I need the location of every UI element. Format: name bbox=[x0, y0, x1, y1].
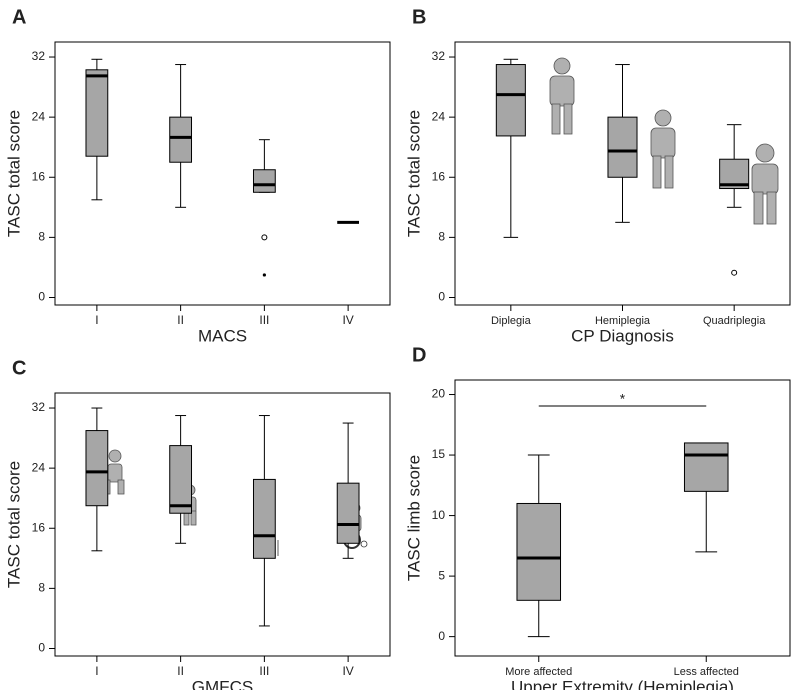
x-tick-label: I bbox=[95, 313, 98, 327]
box bbox=[169, 445, 193, 514]
y-tick-label: 32 bbox=[432, 49, 446, 63]
box bbox=[683, 442, 729, 492]
panel-label: B bbox=[412, 6, 426, 28]
y-tick-label: 0 bbox=[38, 641, 45, 655]
outlier bbox=[731, 269, 738, 276]
panel-label: C bbox=[12, 357, 26, 379]
x-tick-label: I bbox=[95, 664, 98, 678]
panel-label: A bbox=[12, 6, 26, 28]
x-axis-title: MACS bbox=[198, 326, 247, 345]
plot-frame bbox=[54, 41, 391, 306]
box bbox=[607, 116, 638, 178]
x-axis-title: CP Diagnosis bbox=[571, 326, 674, 345]
y-axis-title: TASC total score bbox=[4, 461, 23, 588]
y-tick-label: 10 bbox=[432, 508, 446, 522]
y-tick-label: 24 bbox=[32, 460, 46, 474]
y-tick-label: 32 bbox=[32, 400, 46, 414]
plot-frame bbox=[454, 379, 791, 657]
outlier bbox=[261, 234, 268, 241]
quadriplegia-figure bbox=[751, 143, 779, 225]
x-tick-label: III bbox=[259, 664, 269, 678]
y-tick-label: 5 bbox=[438, 568, 445, 582]
diplegia-figure bbox=[549, 57, 575, 135]
y-tick-label: 8 bbox=[438, 230, 445, 244]
y-tick-label: 16 bbox=[32, 520, 46, 534]
x-tick-label: IV bbox=[342, 313, 353, 327]
box bbox=[252, 169, 276, 193]
x-tick-label: II bbox=[177, 664, 184, 678]
x-tick-label: Diplegia bbox=[491, 315, 532, 327]
y-axis-title: TASC total score bbox=[4, 110, 23, 237]
x-tick-label: Quadriplegia bbox=[703, 315, 766, 327]
y-tick-label: 16 bbox=[432, 169, 446, 183]
y-tick-label: 32 bbox=[32, 49, 46, 63]
x-tick-label: III bbox=[259, 313, 269, 327]
y-tick-label: 15 bbox=[432, 447, 446, 461]
box bbox=[516, 502, 562, 601]
hemiplegia-figure bbox=[650, 109, 676, 189]
extreme bbox=[262, 273, 266, 277]
y-tick-label: 24 bbox=[432, 109, 446, 123]
box bbox=[336, 482, 360, 544]
x-tick-label: More affected bbox=[505, 666, 572, 678]
x-tick-label: Hemiplegia bbox=[595, 315, 651, 327]
y-axis-title: TASC total score bbox=[404, 110, 423, 237]
x-axis-title: Upper Extremity (Hemiplegia) bbox=[511, 677, 734, 690]
x-tick-label: II bbox=[177, 313, 184, 327]
y-axis-title: TASC limb score bbox=[404, 455, 423, 581]
y-tick-label: 0 bbox=[38, 290, 45, 304]
y-tick-label: 20 bbox=[432, 387, 446, 401]
y-tick-label: 16 bbox=[32, 169, 46, 183]
y-tick-label: 8 bbox=[38, 581, 45, 595]
box bbox=[169, 116, 193, 163]
box bbox=[85, 69, 109, 157]
plot-frame bbox=[54, 392, 391, 657]
y-tick-label: 0 bbox=[438, 290, 445, 304]
y-tick-label: 24 bbox=[32, 109, 46, 123]
box bbox=[495, 64, 526, 137]
illustrations bbox=[103, 57, 779, 556]
significance-label: * bbox=[620, 391, 626, 407]
x-tick-label: Less affected bbox=[674, 666, 739, 678]
y-tick-label: 0 bbox=[438, 629, 445, 643]
y-tick-label: 8 bbox=[38, 230, 45, 244]
panel-label: D bbox=[412, 344, 426, 366]
box bbox=[252, 478, 276, 559]
x-axis-title: GMFCS bbox=[192, 677, 253, 690]
x-tick-label: IV bbox=[342, 664, 353, 678]
box bbox=[85, 430, 109, 507]
